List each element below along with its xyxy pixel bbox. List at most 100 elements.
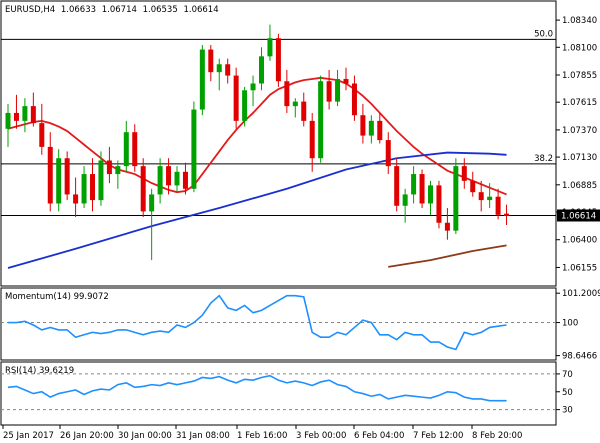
candle [56, 149, 62, 212]
x-tick-label: 25 Jan 2017 [3, 431, 54, 441]
candle [157, 158, 163, 204]
candle [360, 103, 366, 144]
candle-body [335, 78, 341, 102]
sma200-line [388, 244, 507, 268]
candle [453, 158, 459, 235]
momentum-layer [1, 294, 556, 351]
rsi-label: RSI(14) 39.6219 [5, 366, 74, 376]
candle [13, 94, 19, 129]
price-tick-label: 1.06400 [562, 236, 597, 246]
candle-body [174, 171, 180, 186]
candle-body [149, 194, 155, 212]
candle [149, 188, 155, 261]
ohlc-high: 1.06714 [102, 5, 137, 15]
candle [487, 183, 493, 209]
candle-body [157, 166, 163, 195]
momentum-tick-label: 98.6466 [562, 352, 597, 362]
candle-body [22, 106, 28, 121]
candle-body [411, 174, 417, 195]
candle [140, 158, 146, 218]
candle-body [292, 101, 298, 107]
candle-body [360, 115, 366, 136]
candle [470, 171, 476, 197]
x-tick-label: 30 Jan 00:00 [118, 431, 172, 441]
price-tick-label: 1.07370 [562, 126, 597, 136]
candle [174, 166, 180, 193]
price-tick-label: 1.06885 [562, 181, 597, 191]
candle [394, 158, 400, 212]
candle-body [47, 146, 53, 204]
candle [250, 75, 256, 107]
axis-layer: 1.08340 1.08100 1.07855 1.07615 1.07370 1.071… [2, 16, 600, 441]
candle-body [216, 64, 222, 73]
candle [335, 69, 341, 107]
momentum-line [8, 294, 507, 351]
candle [90, 158, 95, 212]
current-price-tag-label: 1.06614 [561, 211, 596, 221]
ohlc-open: 1.06633 [61, 5, 96, 15]
candle [368, 115, 374, 144]
candle [259, 47, 264, 91]
candle [343, 67, 349, 91]
candle [64, 151, 70, 201]
candle-body [30, 106, 36, 124]
candle-body [39, 123, 45, 147]
candle-body [461, 166, 467, 181]
sma100-line [7, 151, 507, 269]
candle [5, 103, 11, 147]
candle-body [132, 132, 138, 167]
candle [411, 166, 417, 204]
candle-body [5, 112, 11, 129]
candle [123, 120, 129, 172]
candle [377, 112, 383, 144]
candle [267, 24, 273, 61]
momentum-tick-label: 101.2009 [562, 289, 600, 299]
candle-body [436, 185, 442, 223]
candle-body [284, 81, 290, 107]
candle [47, 132, 53, 212]
candle [225, 58, 231, 84]
price-tick-label: 1.07130 [562, 153, 597, 163]
candle [73, 177, 79, 218]
candle [242, 86, 248, 127]
candle-body [166, 166, 172, 186]
candle-body [444, 222, 450, 231]
candle [39, 103, 45, 155]
price-tick-label: 1.08100 [562, 43, 597, 53]
x-tick-label: 3 Feb 00:00 [296, 431, 346, 441]
candle [402, 188, 408, 223]
fib-label-0: 50.0 [534, 29, 553, 39]
candle [81, 166, 87, 209]
candle-body [267, 38, 273, 57]
fib-label-1: 38.2 [534, 154, 553, 164]
candle-body [504, 213, 510, 216]
candle-body [309, 120, 315, 159]
candle [199, 45, 205, 116]
price-tick-label: 1.06155 [562, 263, 597, 273]
candle-body [275, 38, 281, 82]
candle [22, 98, 28, 133]
momentum-label: Momentum(14) 99.9072 [5, 292, 109, 302]
candle-body [385, 140, 391, 167]
rsi-tick-label: 50 [562, 388, 573, 398]
candle [309, 112, 315, 172]
candle-body [208, 49, 214, 73]
candle [351, 75, 357, 121]
candle-body [73, 194, 79, 204]
candle-body [259, 56, 264, 84]
x-tick-label: 31 Jan 08:00 [176, 431, 230, 441]
ohlc-low: 1.06535 [143, 5, 178, 15]
candle [478, 180, 484, 212]
candle-body [140, 166, 146, 212]
price-tick-label: 1.07855 [562, 71, 597, 81]
candle-body [199, 49, 205, 110]
candle-body [368, 120, 374, 136]
rsi-line [7, 374, 507, 402]
candle-body [301, 101, 307, 121]
main-layer: 50.0 38.2 [1, 24, 556, 269]
candle-body [377, 120, 383, 141]
candle-body [106, 160, 112, 175]
candle-body [428, 185, 433, 204]
candle-body [394, 166, 400, 206]
